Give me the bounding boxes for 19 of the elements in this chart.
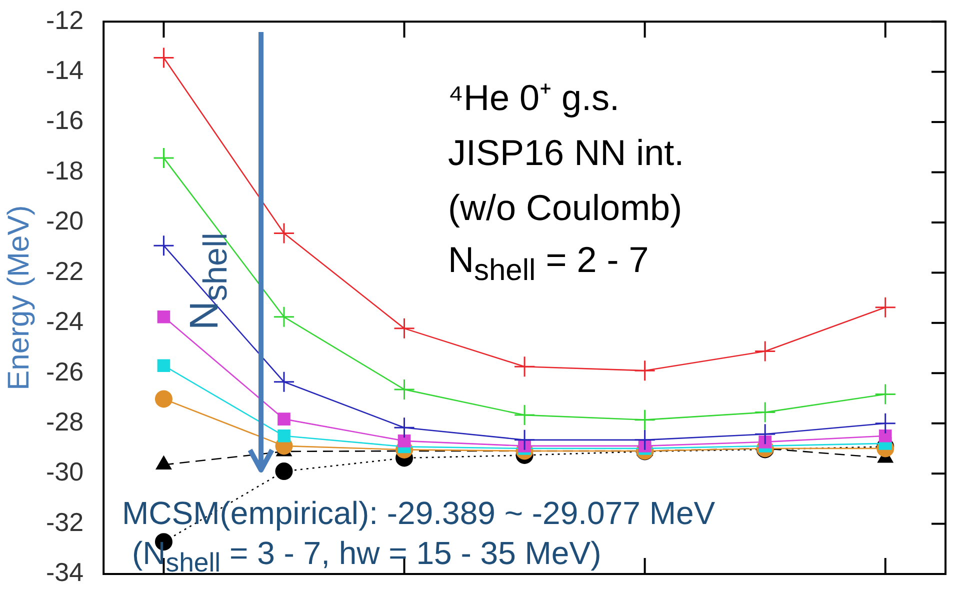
y-tick-label: -16 (46, 105, 84, 136)
y-tick-label: -30 (46, 456, 84, 487)
annotation: (N$_{shell}$ = 3 - 7, hw = 15 - 35 MeV) (132, 535, 602, 578)
y-tick-label: -14 (46, 54, 84, 85)
y-tick-label: -24 (46, 306, 84, 336)
annotation: MCSM(empirical): -29.389 ~ -29.077 MeV (122, 495, 716, 532)
annotation: ⁴He 0⁺ g.s. (448, 77, 620, 118)
y-tick-label: -34 (46, 557, 84, 588)
y-axis-title: Energy (MeV) (2, 205, 36, 390)
y-tick-label: -28 (46, 406, 84, 437)
annotation: JISP16 NN int. (448, 132, 684, 173)
y-tick-label: -20 (46, 206, 84, 236)
y-tick-label: -22 (46, 256, 84, 286)
annotation: (w/o Coulomb) (448, 187, 682, 228)
annotation: N$_{shell}$ = 2 - 7 (448, 239, 649, 288)
y-tick-label: -18 (46, 155, 84, 186)
y-tick-label: -12 (46, 4, 84, 35)
y-tick-label: -26 (46, 356, 84, 386)
y-tick-label: -32 (46, 506, 84, 537)
